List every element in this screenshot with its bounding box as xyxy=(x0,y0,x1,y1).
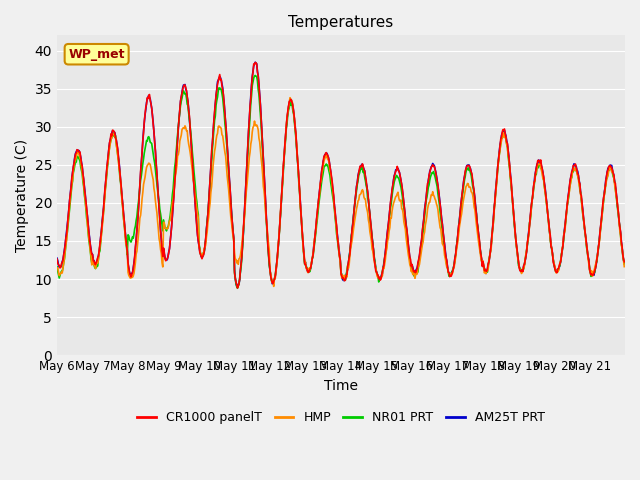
X-axis label: Time: Time xyxy=(324,379,358,393)
Y-axis label: Temperature (C): Temperature (C) xyxy=(15,139,29,252)
Text: WP_met: WP_met xyxy=(68,48,125,61)
Title: Temperatures: Temperatures xyxy=(289,15,394,30)
Legend: CR1000 panelT, HMP, NR01 PRT, AM25T PRT: CR1000 panelT, HMP, NR01 PRT, AM25T PRT xyxy=(132,406,550,429)
